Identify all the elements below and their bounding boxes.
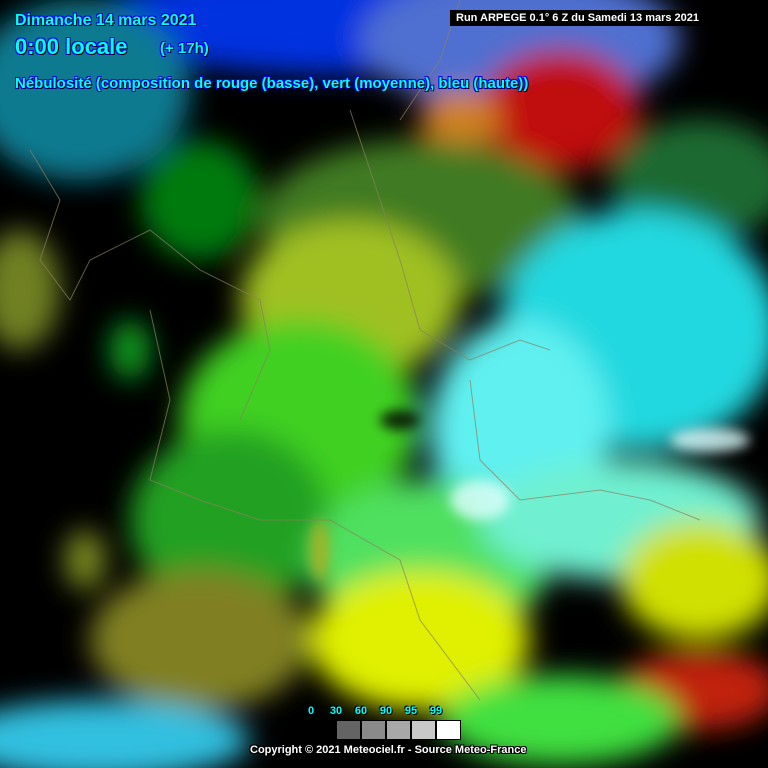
legend-swatch	[436, 720, 461, 740]
model-run-label: Run ARPEGE 0.1° 6 Z du Samedi 13 mars 20…	[450, 10, 706, 26]
legend-swatch	[336, 720, 361, 740]
lead-time: (+ 17h)	[160, 40, 209, 57]
legend-label: 60	[354, 705, 368, 717]
legend-swatch	[361, 720, 386, 740]
legend-label: 90	[379, 705, 393, 717]
legend-label: 0	[307, 705, 315, 717]
legend-label: 95	[404, 705, 418, 717]
legend-swatch	[311, 720, 336, 740]
legend-swatch	[411, 720, 436, 740]
legend-swatch	[386, 720, 411, 740]
legend-label: 99	[429, 705, 443, 717]
forecast-time: 0:00 locale	[15, 34, 128, 59]
forecast-date: Dimanche 14 mars 2021	[15, 12, 197, 29]
copyright: Copyright © 2021 Meteociel.fr - Source M…	[250, 744, 527, 756]
legend-label: 30	[329, 705, 343, 717]
map-title: Nébulosité (composition de rouge (basse)…	[15, 75, 529, 92]
